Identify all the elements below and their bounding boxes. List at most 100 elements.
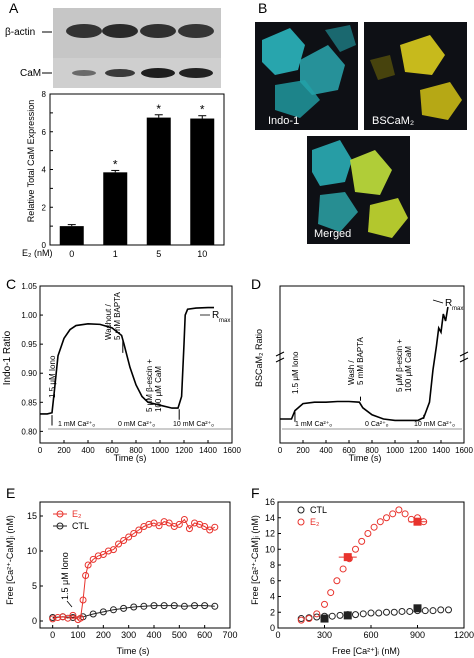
- f-point-ctl: [313, 613, 321, 621]
- a-x-tick-label: 5: [156, 249, 161, 259]
- f-point-ctl: [367, 609, 375, 617]
- e-point-ctl: [99, 608, 107, 616]
- blot-label-actin: β-actin: [5, 27, 35, 38]
- d-x-tick-label: 400: [319, 446, 333, 455]
- e-series-line-e2: [52, 518, 216, 621]
- c-annot-escin-1: 5 μM β-escin +: [145, 359, 154, 412]
- d-annot-wash-1: Wash /: [347, 360, 356, 385]
- f-point-e2: [327, 589, 335, 597]
- f-y-tick-label: 2: [270, 607, 275, 617]
- f-point-e2: [339, 565, 347, 573]
- c-y-tick-label: 0.85: [21, 398, 37, 407]
- a-significance-star: *: [156, 102, 161, 116]
- c-annot-iono: 1.5 μM Iono: [48, 355, 57, 398]
- e-point-e2: [115, 540, 123, 548]
- e-point-e2: [130, 530, 138, 537]
- line-chart-c: 0 200 400 600 800 1000 1200 1400 1600 0.80 0.85 0.9…: [21, 282, 241, 455]
- d-bar-label-3: 10 mM Ca²⁺ₒ: [414, 421, 455, 428]
- c-y-tick-label: 1.00: [21, 311, 37, 320]
- f-legend-ctl: CTL: [310, 505, 327, 515]
- c-x-tick-label: 1000: [151, 446, 169, 455]
- e-point-ctl: [140, 602, 148, 610]
- e-x-tick-label: 200: [96, 630, 111, 640]
- f-y-tick-label: 12: [265, 529, 275, 539]
- f-point-ctl: [375, 609, 383, 617]
- d-x-tick-label: 1200: [409, 446, 427, 455]
- a-bar: [190, 118, 215, 245]
- d-bar-label-1: 1 mM Ca²⁺ₒ: [295, 421, 332, 428]
- c-x-tick-label: 800: [129, 446, 143, 455]
- label-indo1: Indo-1: [268, 115, 299, 127]
- e-plot-frame: [39, 501, 231, 629]
- a-y-tick-label: 6: [42, 128, 47, 137]
- c-y-tick-label: 0.80: [21, 427, 37, 436]
- e-point-e2: [135, 526, 143, 534]
- f-mean-e2: [343, 553, 352, 562]
- e-legend-ctl: CTL: [72, 521, 89, 531]
- f-point-ctl: [406, 607, 414, 615]
- e-point-e2: [160, 518, 168, 526]
- e-point-e2: [69, 611, 77, 619]
- e-x-tick-label: 500: [172, 630, 187, 640]
- f-x-tick-label: 300: [317, 630, 332, 640]
- e-x-tick-label: 0: [50, 630, 55, 640]
- e-point-e2: [59, 613, 67, 621]
- panel-label-d: D: [251, 276, 261, 292]
- a-y-tick-label: 8: [42, 90, 47, 99]
- f-point-e2: [401, 510, 409, 518]
- c-y-tick-label: 1.05: [21, 282, 37, 291]
- scatter-chart-e: 0 100 200 300 400 500 600 700 0 5 10 15: [27, 501, 238, 640]
- f-point-ctl: [445, 606, 452, 614]
- scatter-chart-f: 0 300 600 900 1200 0 2 4 6 8 10 12 14 16: [265, 497, 474, 640]
- e-point-e2: [175, 520, 183, 528]
- f-y-tick-label: 16: [265, 497, 275, 507]
- e-point-ctl: [160, 602, 168, 610]
- a-bar: [146, 117, 171, 245]
- c-y-tick-label: 0.95: [21, 340, 37, 349]
- e-point-e2: [99, 551, 107, 558]
- a-x-tick-label: 0: [69, 249, 74, 259]
- f-y-tick-label: 6: [270, 576, 275, 586]
- e-point-e2: [77, 614, 85, 622]
- a-bar: [103, 172, 128, 245]
- label-bscam: BSCaM₂: [372, 115, 414, 127]
- d-series-line: [280, 306, 449, 422]
- e-point-e2: [49, 615, 57, 623]
- a-significance-star: *: [200, 103, 205, 117]
- f-point-ctl: [421, 607, 429, 615]
- e-x-tick-label: 700: [222, 630, 237, 640]
- f-mean-ctl: [343, 611, 352, 620]
- e-point-e2: [104, 547, 112, 555]
- f-y-tick-label: 14: [265, 513, 275, 523]
- c-x-tick-label: 1200: [175, 446, 193, 455]
- f-legend-e2: E₂: [310, 517, 320, 527]
- a-bar: [59, 226, 84, 245]
- f-x-tick-label: 600: [363, 630, 378, 640]
- e-x-tick-label: 300: [121, 630, 136, 640]
- c-bar-label-1: 1 mM Ca²⁺ₒ: [58, 421, 95, 428]
- d-plot-frame: [279, 285, 465, 444]
- a-y-tick-label: 0: [42, 241, 47, 250]
- a-x-tick-label: 1: [113, 249, 118, 259]
- actin-band-3: [140, 24, 176, 38]
- a-x-axis-label: E₂ (nM): [22, 248, 53, 258]
- f-point-ctl: [336, 611, 344, 619]
- a-y-tick-label: 2: [42, 203, 47, 212]
- f-mean-e2: [413, 517, 422, 526]
- bar-chart-a: 0 2 4 6 8 0 * 1 * 5 * 10: [42, 90, 225, 259]
- f-point-ctl: [328, 612, 336, 620]
- e-point-ctl: [180, 602, 188, 610]
- e-series-line-ctl: [52, 605, 215, 619]
- panel-label-c: C: [6, 276, 16, 292]
- e-x-tick-label: 600: [197, 630, 212, 640]
- f-x-tick-label: 1200: [454, 630, 474, 640]
- c-bar-label-3: 10 mM Ca²⁺ₒ: [173, 421, 214, 428]
- cam-band-4: [179, 68, 213, 78]
- e-y-tick-label: 10: [27, 546, 37, 556]
- a-x-tick-label: 10: [197, 249, 207, 259]
- f-point-e2: [383, 514, 390, 522]
- fluorescence-images: [255, 22, 467, 244]
- d-x-tick-label: 0: [278, 446, 283, 455]
- e-point-ctl: [191, 602, 199, 610]
- f-point-ctl: [429, 607, 437, 615]
